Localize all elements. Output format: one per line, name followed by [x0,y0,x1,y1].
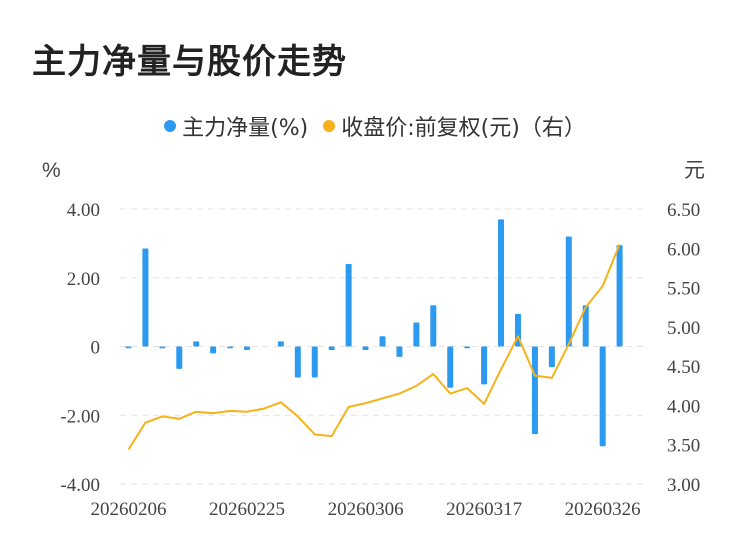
net-bar [277,341,284,347]
x-tick-label: 20260206 [90,499,166,520]
net-bar [210,346,217,354]
legend-dot-price [323,120,336,132]
net-bar [294,346,301,378]
net-bar [142,248,149,347]
y-right-tick-label: 3.50 [667,436,700,457]
net-bar [498,219,505,347]
net-bar [159,346,166,349]
legend-dot-net [164,120,177,132]
y-right-tick-label: 5.50 [667,279,700,300]
y-left-tick-label: -4.00 [60,475,100,496]
net-bar [193,341,200,347]
price-line [127,244,621,450]
y-left-unit: % [42,159,61,182]
net-bar [565,236,572,347]
x-tick-label: 20260225 [209,499,285,520]
y-left-tick-label: 0 [91,338,101,359]
x-tick-label: 20260306 [328,499,404,520]
legend: 主力净量(%) 收盘价:前复权(元)（右） [0,110,750,142]
net-bar [548,346,555,368]
net-bar [599,346,606,447]
y-left-tick-label: 4.00 [67,200,100,221]
y-right-tick-label: 4.00 [667,396,700,417]
y-left-tick-label: 2.00 [67,269,100,290]
net-bar [464,346,471,349]
net-bar [345,264,352,347]
net-bar [481,346,488,385]
y-right-tick-label: 4.50 [667,357,700,378]
legend-item-price[interactable]: 收盘价:前复权(元)（右） [323,110,586,142]
net-bar [328,346,335,350]
chart-title: 主力净量与股价走势 [32,42,347,82]
net-bar [227,346,234,349]
legend-label-price: 收盘价:前复权(元)（右） [341,116,586,141]
legend-item-net[interactable]: 主力净量(%) [164,110,308,142]
net-bar [362,346,369,350]
net-bar [582,305,589,347]
x-tick-label: 20260317 [446,499,522,520]
net-bar [413,322,420,347]
y-right-tick-label: 6.00 [667,239,700,260]
net-bar [396,346,403,357]
y-left-tick-label: -2.00 [60,406,100,427]
net-bar [531,346,538,435]
net-bar [379,336,386,347]
legend-label-net: 主力净量(%) [182,116,309,141]
net-bar [447,346,454,388]
y-right-unit: 元 [684,159,705,182]
y-right-tick-label: 3.00 [667,475,700,496]
net-bar [176,346,183,369]
net-bar [244,346,251,350]
y-right-tick-label: 6.50 [667,200,700,221]
y-right-tick-label: 5.00 [667,318,700,339]
x-tick-label: 20260326 [565,499,641,520]
net-bar [616,245,623,347]
net-bar [311,346,318,378]
net-bar [125,346,132,349]
net-bar [430,305,437,347]
